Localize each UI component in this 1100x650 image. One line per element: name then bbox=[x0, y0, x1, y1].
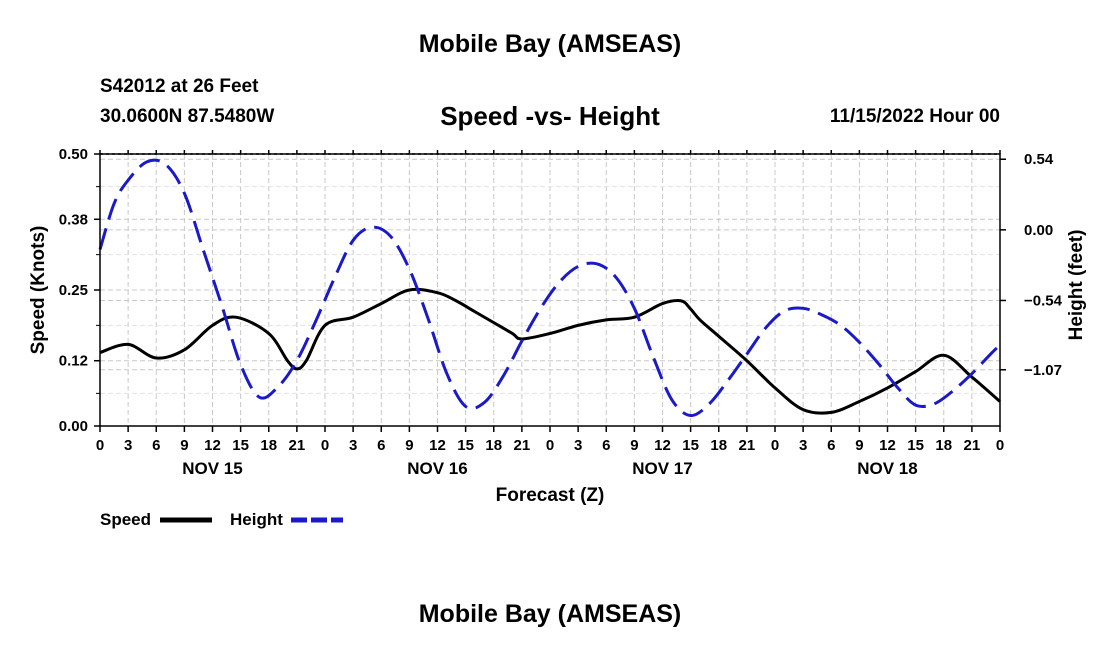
legend-label-height: Height bbox=[230, 510, 283, 529]
y2-axis-title: Height (feet) bbox=[1066, 230, 1087, 341]
x-tick-label: 12 bbox=[654, 437, 671, 454]
y2-tick-label: −1.07 bbox=[1024, 362, 1062, 379]
coordinates-label: 30.0600N 87.5480W bbox=[100, 106, 275, 127]
x-tick-label: 15 bbox=[907, 437, 924, 454]
grid-lines bbox=[100, 154, 1000, 426]
y2-tick-label: 0.54 bbox=[1024, 151, 1054, 168]
x-tick-label: 21 bbox=[289, 437, 306, 454]
x-tick-label: 0 bbox=[321, 437, 329, 454]
y-tick-label: 0.50 bbox=[59, 146, 88, 163]
x-tick-label: 6 bbox=[827, 437, 835, 454]
y-tick-label: 0.38 bbox=[59, 211, 88, 228]
x-tick-label: 0 bbox=[996, 437, 1004, 454]
x-tick-label: 12 bbox=[879, 437, 896, 454]
x-tick-label: 21 bbox=[739, 437, 756, 454]
day-label: NOV 15 bbox=[182, 459, 242, 478]
x-tick-label: 15 bbox=[457, 437, 474, 454]
x-tick-label: 3 bbox=[124, 437, 132, 454]
y2-tick-label: 0.00 bbox=[1024, 222, 1053, 239]
x-tick-label: 3 bbox=[574, 437, 582, 454]
day-label: NOV 18 bbox=[857, 459, 917, 478]
y-tick-label: 0.25 bbox=[59, 282, 88, 299]
series-line-height bbox=[98, 158, 1002, 418]
x-tick-label: 0 bbox=[546, 437, 554, 454]
x-tick-label: 12 bbox=[204, 437, 221, 454]
x-tick-label: 6 bbox=[377, 437, 385, 454]
day-label: NOV 17 bbox=[632, 459, 692, 478]
day-label: NOV 16 bbox=[407, 459, 467, 478]
legend: Speed Height bbox=[100, 510, 343, 529]
chart-main-title: Mobile Bay (AMSEAS) bbox=[418, 30, 682, 58]
x-tick-label: 12 bbox=[429, 437, 446, 454]
forecast-datetime: 11/15/2022 Hour 00 bbox=[829, 106, 1000, 127]
x-tick-label: 0 bbox=[771, 437, 779, 454]
x-tick-label: 6 bbox=[152, 437, 160, 454]
x-tick-label: 21 bbox=[964, 437, 981, 454]
axis-labels: Forecast (Z) Speed (Knots) Height (feet) bbox=[28, 226, 1087, 506]
x-tick-label: 9 bbox=[405, 437, 413, 454]
y-tick-label: 0.00 bbox=[59, 418, 88, 435]
legend-label-speed: Speed bbox=[100, 510, 151, 529]
chart-subtitle: Speed -vs- Height bbox=[440, 101, 660, 131]
x-tick-label: 3 bbox=[799, 437, 807, 454]
series-line-speed bbox=[99, 287, 1001, 415]
x-tick-label: 9 bbox=[630, 437, 638, 454]
x-tick-label: 18 bbox=[260, 437, 277, 454]
x-tick-label: 9 bbox=[180, 437, 188, 454]
x-axis-title: Forecast (Z) bbox=[496, 485, 605, 506]
x-tick-label: 3 bbox=[349, 437, 357, 454]
x-tick-label: 9 bbox=[855, 437, 863, 454]
axes: 0 3 6 9 12 15 18 21 0 3 6 9 12 15 18 21 0 3 6 9 12 15 18 21 0 3 6 9… bbox=[59, 146, 1063, 478]
x-tick-label: 15 bbox=[232, 437, 249, 454]
x-tick-label: 21 bbox=[514, 437, 531, 454]
x-tick-label: 15 bbox=[682, 437, 699, 454]
station-label: S42012 at 26 Feet bbox=[100, 76, 259, 97]
y-tick-label: 0.12 bbox=[59, 353, 88, 370]
x-tick-label: 18 bbox=[935, 437, 952, 454]
footer-title: Mobile Bay (AMSEAS) bbox=[418, 600, 682, 628]
x-tick-label: 0 bbox=[96, 437, 104, 454]
x-tick-label: 18 bbox=[485, 437, 502, 454]
y2-tick-label: −0.54 bbox=[1024, 292, 1063, 309]
y-axis-title: Speed (Knots) bbox=[28, 226, 49, 355]
x-tick-label: 6 bbox=[602, 437, 610, 454]
series-layer bbox=[98, 158, 1002, 418]
x-tick-label: 18 bbox=[710, 437, 727, 454]
